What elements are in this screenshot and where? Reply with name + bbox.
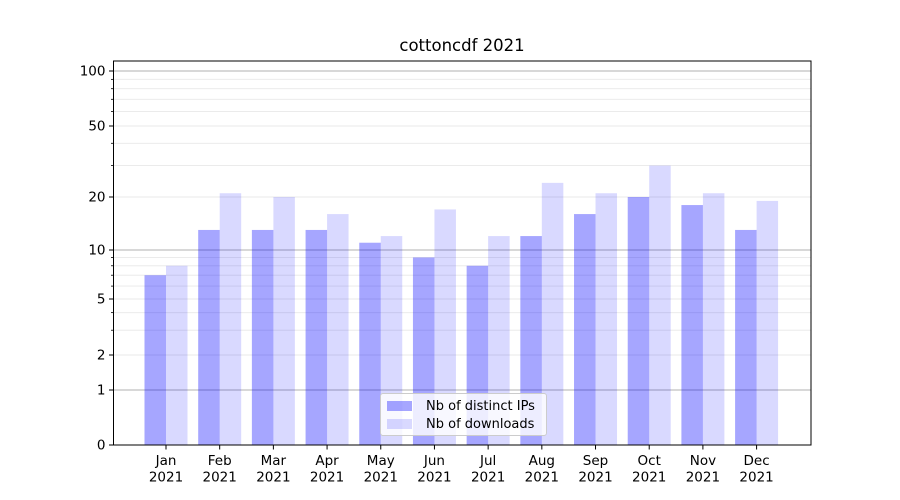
y-tick-label-20: 20 [88,190,105,206]
legend-label-downloads: Nb of downloads [426,416,535,432]
x-tick-label-year-apr: 2021 [310,470,344,486]
x-tick-label-month-mar: Mar [261,453,287,469]
x-tick-label-month-aug: Aug [529,453,555,469]
y-tick-label-5: 5 [97,292,106,308]
x-tick-label-year-dec: 2021 [739,470,773,486]
y-tick-label-10: 10 [88,243,105,259]
bar-ips-mar [251,229,274,445]
x-tick-label-year-jul: 2021 [471,470,505,486]
x-tick-label-year-may: 2021 [364,470,398,486]
x-tick-label-year-aug: 2021 [525,470,559,486]
y-tick-label-100: 100 [80,64,106,80]
y-tick-label-0: 0 [97,438,106,454]
bar-downloads-jan [166,265,188,445]
legend: Nb of distinct IPs Nb of downloads [380,393,547,436]
bar-downloads-feb [219,193,242,445]
bar-downloads-aug [541,182,564,446]
legend-swatch-downloads [387,419,412,429]
bar-downloads-apr [327,214,349,445]
plot-border [113,60,812,446]
x-tick-label-year-oct: 2021 [632,470,666,486]
x-tick-label-month-feb: Feb [208,453,232,469]
chart-title: cottoncdf 2021 [399,36,525,55]
x-tick-label-month-apr: Apr [315,453,339,469]
x-tick-label-month-oct: Oct [638,453,661,469]
x-tick-label-month-jul: Jul [479,453,496,469]
x-tick-label-year-sep: 2021 [578,470,612,486]
bar-ips-may [359,242,381,445]
bar-downloads-mar [273,197,295,445]
legend-swatch-distinct-ips [387,401,412,411]
bar-downloads-dec [756,200,779,445]
x-tick-label-month-sep: Sep [583,453,608,469]
x-tick-label-year-jun: 2021 [417,470,451,486]
x-tick-label-year-mar: 2021 [256,470,290,486]
x-tick-label-year-nov: 2021 [686,470,720,486]
bar-ips-aug [520,236,542,445]
bar-ips-dec [735,229,757,445]
x-tick-label-month-may: May [367,453,395,469]
x-tick-label-month-dec: Dec [744,453,770,469]
bar-ips-sep [574,214,596,445]
y-tick-label-1: 1 [97,383,106,399]
bar-ips-feb [198,229,220,445]
x-tick-label-month-nov: Nov [690,453,716,469]
bar-downloads-jun [434,209,456,445]
bar-downloads-sep [595,193,618,445]
x-tick-label-month-jan: Jan [155,453,177,469]
bar-ips-oct [627,197,650,445]
x-tick-label-year-feb: 2021 [203,470,237,486]
bar-downloads-oct [649,165,671,445]
bar-downloads-jul [488,236,510,445]
bar-ips-apr [305,229,328,445]
y-tick-label-2: 2 [97,348,106,364]
x-tick-label-year-jan: 2021 [149,470,183,486]
x-tick-label-month-jun: Jun [423,453,445,469]
legend-item-downloads: Nb of downloads [387,415,540,433]
bar-ips-nov [681,205,703,445]
legend-label-distinct-ips: Nb of distinct IPs [426,398,535,414]
bar-downloads-nov [702,193,725,445]
bar-downloads-may [380,236,403,445]
legend-item-distinct-ips: Nb of distinct IPs [387,397,540,415]
bar-ips-jan [144,275,166,445]
y-tick-label-50: 50 [88,119,105,135]
